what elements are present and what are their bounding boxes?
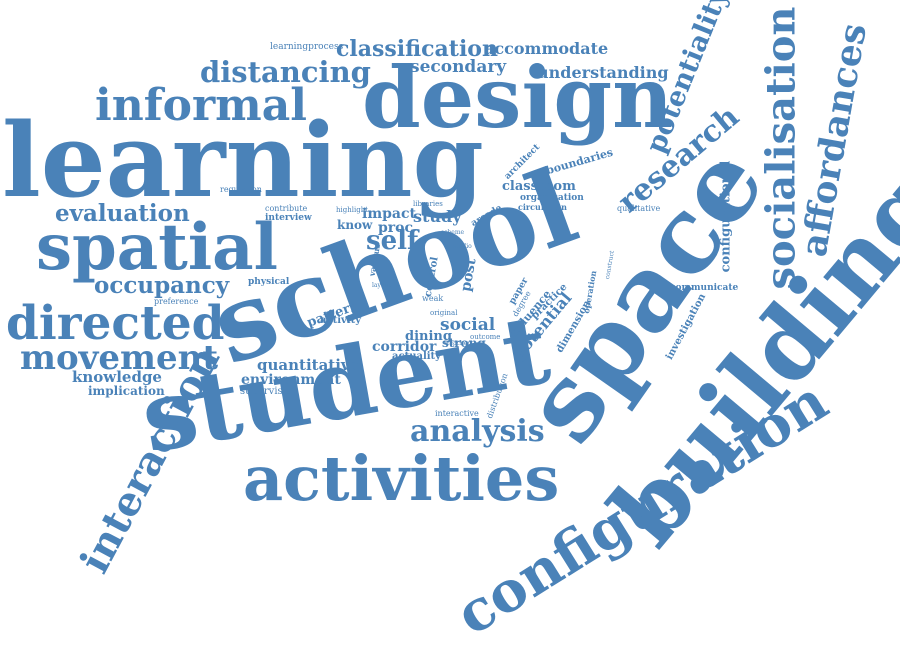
word-qualitative: qualitative xyxy=(617,204,661,213)
word-self: self xyxy=(366,226,419,256)
word-boundaries: boundaries xyxy=(544,145,615,178)
word-preference: preference xyxy=(154,297,199,306)
word-interactive: interactive xyxy=(435,409,479,418)
word-proc: proc xyxy=(378,220,414,236)
word-impact: impact xyxy=(362,206,416,222)
word-teacher: teacher xyxy=(447,340,471,347)
word-informal: informal xyxy=(95,80,307,131)
word-contribute: contribute xyxy=(265,204,308,213)
word-communicate: communicate xyxy=(670,283,739,293)
word-quantitative: quantitative xyxy=(257,356,360,374)
word-original: original xyxy=(430,309,458,317)
word-interview: interview xyxy=(265,213,312,223)
word-scheme: scheme xyxy=(441,229,465,236)
word-directed: directed xyxy=(6,296,225,351)
word-actuality: actuality xyxy=(392,351,441,362)
word-regulation: regulation xyxy=(220,185,262,194)
word-social: social xyxy=(440,315,496,335)
word-dining: dining xyxy=(405,329,452,344)
word-organisation: organisation xyxy=(520,193,584,203)
word-learningprocess: learningprocess xyxy=(270,42,344,52)
word-evaluation: evaluation xyxy=(55,200,190,227)
word-classroom: classroom xyxy=(502,179,576,194)
word-learning: learning xyxy=(2,101,484,221)
word-supervision: supervision xyxy=(240,386,299,397)
word-activity: activity xyxy=(320,315,362,326)
word-highlight: highlight xyxy=(336,206,369,214)
word-layout: layout xyxy=(372,282,391,289)
word-weak: weak xyxy=(422,294,444,303)
word-movement: movement xyxy=(20,338,219,378)
word-accommodate: accommodate xyxy=(484,39,609,58)
word-design: design xyxy=(362,48,674,147)
word-activities: activities xyxy=(243,442,560,515)
word-studio: studio xyxy=(453,243,472,250)
word-implication: implication xyxy=(88,384,165,398)
word-circulation: circulation xyxy=(518,202,567,212)
word-distancing: distancing xyxy=(200,55,371,89)
word-physical: physical xyxy=(248,277,290,287)
word-spatial: spatial xyxy=(36,210,278,285)
word-environment: environment xyxy=(241,372,341,388)
word-occupancy: occupancy xyxy=(94,272,230,299)
word-strong: strong xyxy=(442,336,486,350)
word-understanding: understanding xyxy=(537,63,669,82)
word-analysis: analysis xyxy=(410,414,545,449)
word-corridor: corridor xyxy=(372,339,437,355)
word-classification: classification xyxy=(336,36,498,62)
word-knowledge: knowledge xyxy=(72,368,162,386)
word-configurational: configurational xyxy=(718,160,734,273)
word-libraries: libraries xyxy=(413,200,443,208)
word-know: know xyxy=(337,218,373,232)
word-outcome: outcome xyxy=(470,333,501,341)
word-secondary: secondary xyxy=(410,57,507,77)
word-study: study xyxy=(413,207,462,226)
